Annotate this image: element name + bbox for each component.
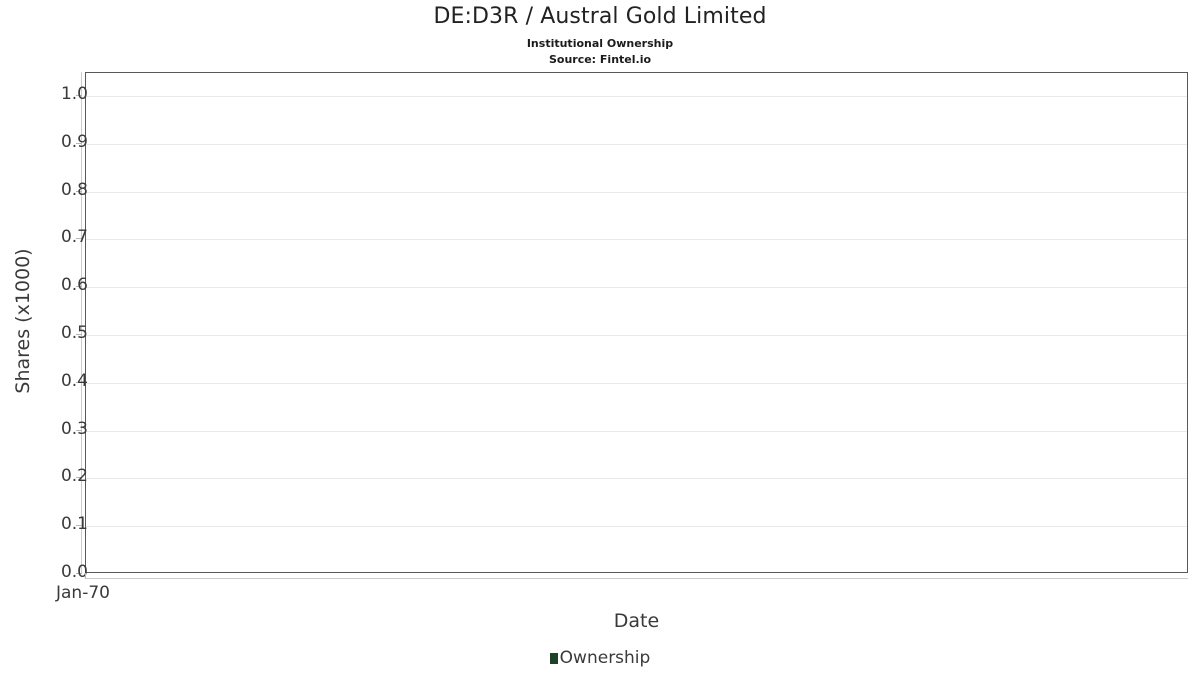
legend-item-ownership[interactable]: Ownership — [549, 648, 651, 668]
chart-legend: Ownership — [0, 648, 1200, 668]
chart-subtitle: Institutional Ownership — [526, 37, 674, 50]
y-axis-spine — [81, 72, 82, 573]
plot-area[interactable] — [85, 72, 1188, 573]
gridline — [86, 96, 1187, 97]
gridline — [86, 191, 1187, 193]
y-axis-tick-label: 0.9 — [60, 131, 88, 152]
legend-swatch-icon — [549, 652, 558, 664]
y-axis-tick-mark — [76, 381, 82, 383]
y-axis-tick-mark — [76, 95, 82, 96]
y-axis-tick-label: 0.2 — [60, 466, 88, 487]
gridline — [86, 478, 1187, 480]
gridline — [86, 143, 1187, 145]
y-axis-tick-label: 1.0 — [60, 84, 88, 104]
y-axis-tick-label: 0.1 — [60, 514, 88, 535]
gridline — [86, 287, 1187, 289]
gridlines — [86, 73, 1187, 572]
gridline — [86, 526, 1187, 528]
y-axis-tick-mark — [76, 573, 82, 574]
x-axis-tick-mark — [85, 573, 86, 579]
y-axis-tick-label: 0.3 — [60, 418, 88, 439]
y-axis-tick-label: 0.4 — [60, 370, 88, 391]
legend-item-label: Ownership — [559, 648, 651, 668]
gridline — [86, 239, 1187, 241]
y-axis-tick-label: 0.7 — [60, 227, 88, 248]
gridline — [86, 382, 1187, 384]
y-axis-tick-mark — [76, 334, 82, 335]
y-axis-title: Shares (x1000) — [12, 248, 34, 394]
gridline — [86, 430, 1187, 432]
y-axis-tick-mark — [76, 525, 82, 527]
x-axis-spine — [85, 578, 1188, 579]
x-axis-title: Date — [613, 610, 660, 632]
y-axis-tick-mark — [76, 429, 82, 431]
chart-title: DE:D3R / Austral Gold Limited — [433, 4, 767, 29]
y-axis-tick-label: 0.5 — [60, 323, 88, 343]
y-axis-tick-mark — [76, 286, 82, 288]
y-axis-tick-label: 0.6 — [60, 275, 88, 296]
y-axis-tick-label: 0.8 — [60, 179, 88, 200]
y-axis-tick-mark — [76, 142, 82, 144]
gridline — [86, 335, 1187, 336]
chart-source-label: Source: Fintel.io — [548, 53, 652, 66]
y-axis-tick-label: 0.0 — [60, 562, 88, 582]
y-axis-tick-mark — [76, 477, 82, 479]
y-axis-tick-mark — [76, 190, 82, 192]
x-axis-tick-label: Jan-70 — [56, 583, 110, 603]
y-axis-tick-mark — [76, 238, 82, 240]
